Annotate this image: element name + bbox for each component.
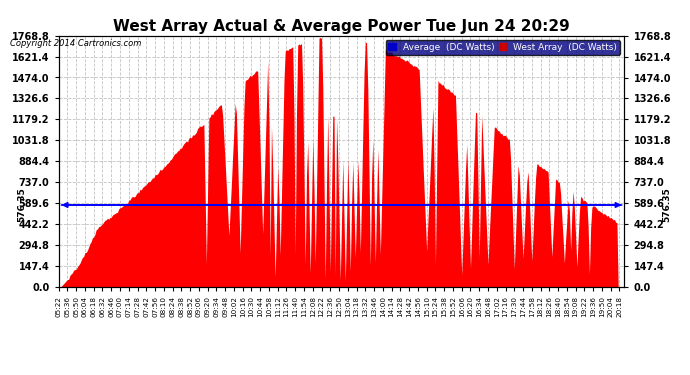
Text: Copyright 2014 Cartronics.com: Copyright 2014 Cartronics.com bbox=[10, 39, 141, 48]
Text: 576.35: 576.35 bbox=[662, 188, 671, 222]
Title: West Array Actual & Average Power Tue Jun 24 20:29: West Array Actual & Average Power Tue Ju… bbox=[113, 20, 570, 34]
Text: 576.35: 576.35 bbox=[17, 188, 26, 222]
Legend: Average  (DC Watts), West Array  (DC Watts): Average (DC Watts), West Array (DC Watts… bbox=[386, 40, 620, 54]
